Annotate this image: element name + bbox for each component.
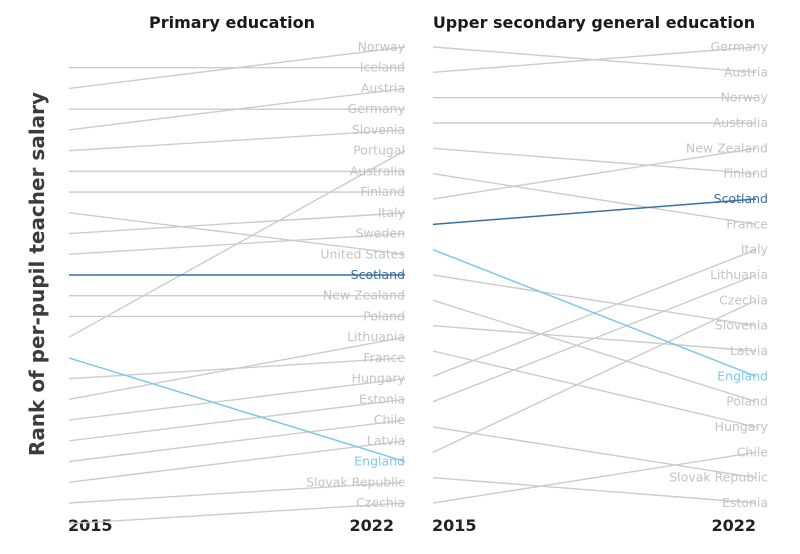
- country-label-united-states: United States: [320, 246, 405, 261]
- country-label-france: France: [726, 216, 768, 231]
- slope-line-czechia: [68, 502, 406, 525]
- country-label-finland: Finland: [723, 166, 768, 181]
- country-label-scotland: Scotland: [714, 191, 768, 206]
- country-label-england: England: [354, 454, 405, 469]
- country-label-sweden: Sweden: [356, 226, 405, 241]
- slope-line-slovenia: [432, 274, 757, 327]
- country-label-iceland: Iceland: [360, 60, 405, 75]
- country-label-finland: Finland: [360, 184, 405, 199]
- slope-line-hungary: [432, 350, 757, 428]
- country-label-slovenia: Slovenia: [352, 122, 405, 137]
- slope-line-italy: [68, 212, 406, 235]
- country-label-estonia: Estonia: [722, 495, 768, 510]
- country-label-latvia: Latvia: [730, 343, 768, 358]
- year-label-2015: 2015: [432, 516, 477, 535]
- country-label-australia: Australia: [713, 115, 768, 130]
- country-label-chile: Chile: [374, 412, 406, 427]
- panel-title-upper-secondary: Upper secondary general education: [433, 13, 755, 32]
- country-label-norway: Norway: [721, 90, 769, 105]
- country-label-austria: Austria: [724, 64, 768, 79]
- year-label-2015: 2015: [68, 516, 113, 535]
- country-label-chile: Chile: [737, 444, 769, 459]
- slope-line-finland: [432, 147, 757, 175]
- country-label-slovenia: Slovenia: [715, 318, 768, 333]
- slope-line-new-zealand: [432, 147, 757, 200]
- panel-primary: Primary education 2015 2022 Norway Icelan…: [68, 13, 406, 535]
- slope-line-poland: [432, 299, 757, 403]
- country-label-estonia: Estonia: [359, 391, 405, 406]
- panel-title-primary: Primary education: [149, 13, 315, 32]
- y-axis-label: Rank of per-pupil teacher salary: [25, 92, 49, 456]
- slope-line-chile: [68, 419, 406, 463]
- slope-line-czechia: [432, 299, 757, 453]
- slope-line-estonia: [432, 476, 757, 504]
- country-label-new-zealand: New Zealand: [686, 140, 768, 155]
- country-label-portugal: Portugal: [353, 143, 405, 158]
- year-label-2022: 2022: [349, 516, 394, 535]
- year-label-2022: 2022: [711, 516, 756, 535]
- country-label-hungary: Hungary: [352, 371, 406, 386]
- country-label-lithuania: Lithuania: [347, 329, 405, 344]
- slope-line-sweden: [68, 232, 406, 255]
- slope-line-austria: [432, 46, 757, 74]
- slope-line-slovak-republic: [432, 426, 757, 479]
- slope-line-slovak-republic: [68, 481, 406, 504]
- slope-line-scotland: [432, 198, 757, 226]
- country-label-lithuania: Lithuania: [710, 267, 768, 282]
- slope-line-england: [68, 357, 406, 463]
- country-label-germany: Germany: [711, 39, 769, 54]
- country-label-scotland: Scotland: [351, 267, 405, 282]
- country-label-slovak-republic: Slovak Republic: [306, 474, 405, 489]
- slope-line-united-states: [68, 212, 406, 255]
- slope-line-chile: [432, 451, 757, 504]
- country-label-austria: Austria: [361, 80, 405, 95]
- country-label-czechia: Czechia: [719, 292, 768, 307]
- slope-line-hungary: [68, 377, 406, 421]
- country-label-czechia: Czechia: [356, 495, 405, 510]
- country-label-poland: Poland: [363, 308, 405, 323]
- country-label-hungary: Hungary: [715, 419, 769, 434]
- country-label-latvia: Latvia: [367, 433, 405, 448]
- country-label-france: France: [363, 350, 405, 365]
- slope-line-england: [432, 248, 757, 378]
- country-label-norway: Norway: [358, 39, 406, 54]
- country-label-italy: Italy: [741, 242, 769, 257]
- slope-line-estonia: [68, 398, 406, 442]
- country-label-australia: Australia: [350, 163, 405, 178]
- country-label-germany: Germany: [348, 101, 406, 116]
- country-label-poland: Poland: [726, 394, 768, 409]
- country-label-new-zealand: New Zealand: [323, 288, 405, 303]
- country-label-england: England: [717, 368, 768, 383]
- country-label-italy: Italy: [378, 205, 406, 220]
- panel-upper-secondary: Upper secondary general education 2015 2…: [432, 13, 769, 535]
- slope-line-slovenia: [68, 129, 406, 152]
- slope-line-latvia: [432, 324, 757, 352]
- country-label-slovak-republic: Slovak Republic: [669, 470, 768, 485]
- slope-line-latvia: [68, 440, 406, 483]
- slope-line-france: [432, 172, 757, 226]
